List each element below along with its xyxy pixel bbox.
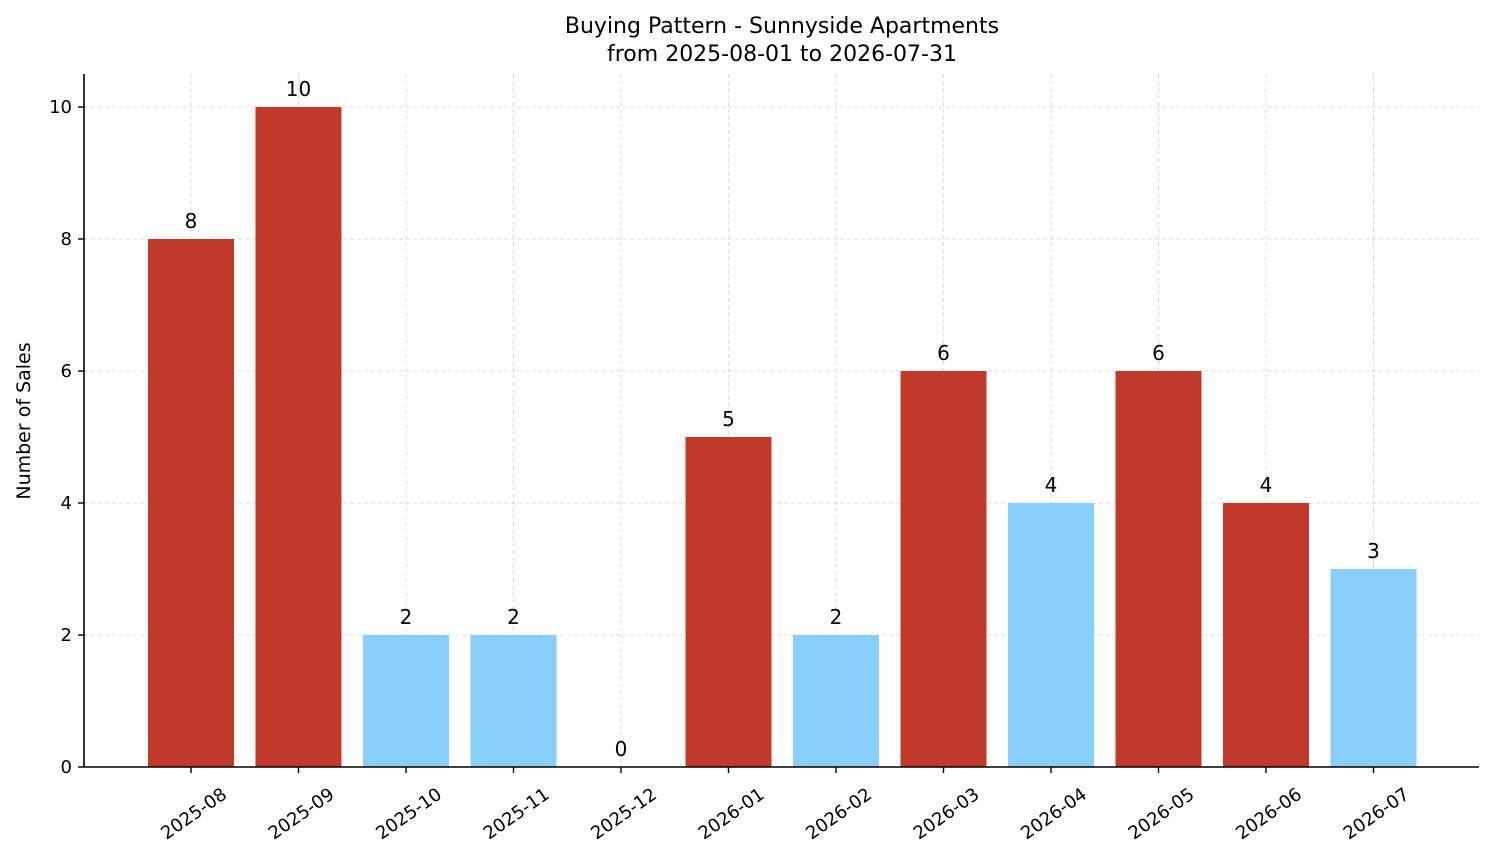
y-tick-label-0: 0	[61, 757, 72, 778]
x-tick-label-2026-01: 2026-01	[695, 784, 769, 844]
y-tick-label-4: 8	[61, 229, 72, 250]
x-tick-label-2025-11: 2025-11	[480, 784, 554, 844]
data-label-2025-11: 2	[507, 605, 520, 629]
data-label-2025-10: 2	[400, 605, 413, 629]
x-tick-label-2026-06: 2026-06	[1232, 784, 1306, 844]
data-label-2026-04: 4	[1045, 473, 1058, 497]
y-axis-label: Number of Sales	[13, 342, 35, 499]
bar-2026-07	[1330, 569, 1417, 767]
data-label-2026-01: 5	[722, 407, 735, 431]
x-tick-label-2026-03: 2026-03	[910, 784, 984, 844]
bars	[148, 107, 1417, 767]
bar-2025-09	[255, 107, 342, 767]
y-tick-label-2: 4	[61, 493, 72, 514]
x-tick-label-2026-05: 2026-05	[1125, 784, 1199, 844]
data-label-2026-06: 4	[1260, 473, 1273, 497]
x-tick-label-2025-08: 2025-08	[157, 784, 231, 844]
chart-subtitle: from 2025-08-01 to 2026-07-31	[607, 42, 957, 67]
chart-title: Buying Pattern - Sunnyside Apartments	[565, 14, 999, 39]
data-label-2025-08: 8	[185, 209, 198, 233]
x-tick-label-2025-09: 2025-09	[265, 784, 339, 844]
y-tick-label-1: 2	[61, 625, 72, 646]
bar-2026-01	[685, 437, 772, 767]
x-tick-label-2026-04: 2026-04	[1017, 784, 1091, 844]
x-tick-label-2026-02: 2026-02	[802, 784, 876, 844]
data-labels: 8 10 2 2 0 5 2 6 4 6 4 3	[185, 77, 1380, 761]
y-tick-label-3: 6	[61, 361, 72, 382]
bar-2026-02	[793, 635, 879, 767]
x-tick-label-2025-12: 2025-12	[587, 784, 661, 844]
data-label-2026-07: 3	[1367, 539, 1380, 563]
data-label-2025-09: 10	[286, 77, 311, 101]
bar-2026-04	[1008, 503, 1094, 767]
bar-2026-05	[1115, 371, 1202, 767]
y-tick-label-5: 10	[49, 97, 72, 118]
x-tick-label-2025-10: 2025-10	[372, 784, 446, 844]
data-label-2026-03: 6	[937, 341, 950, 365]
bar-2026-03	[900, 371, 987, 767]
data-label-2026-02: 2	[830, 605, 843, 629]
bar-2026-06	[1223, 503, 1309, 767]
data-label-2026-05: 6	[1152, 341, 1165, 365]
bar-2025-11	[470, 635, 557, 767]
bar-2025-10	[363, 635, 449, 767]
bar-2025-08	[148, 239, 234, 767]
x-tick-label-2026-07: 2026-07	[1340, 784, 1414, 844]
data-label-2025-12: 0	[615, 737, 628, 761]
